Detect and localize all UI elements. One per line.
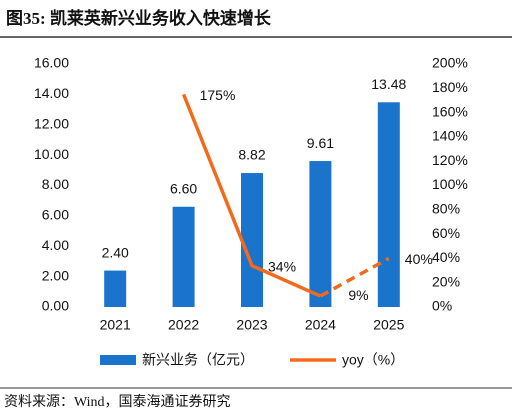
y2-tick-label: 20%	[432, 273, 460, 289]
y-tick-label: 8.00	[42, 176, 69, 192]
source: 资料来源：Wind，国泰海通证券研究	[4, 394, 231, 410]
data-label: 8.82	[238, 147, 265, 163]
data-label: 9%	[348, 287, 368, 303]
legend-label: 新兴业务（亿元）	[142, 352, 254, 368]
bar	[309, 161, 332, 307]
data-label: 34%	[268, 258, 296, 274]
line-dashed	[319, 256, 390, 298]
bar	[377, 102, 400, 308]
line	[181, 93, 322, 298]
chart-title: 图35: 凯莱英新兴业务收入快速增长	[6, 8, 272, 28]
x-tick-label: 2023	[236, 317, 267, 333]
y-tick-label: 14.00	[34, 85, 69, 101]
bar	[172, 206, 195, 307]
x-tick-label: 2025	[373, 317, 404, 333]
y2-tick-label: 80%	[432, 201, 460, 217]
bar	[104, 270, 127, 307]
y-tick-label: 16.00	[34, 55, 69, 71]
y-tick-label: 0.00	[42, 298, 69, 314]
y2-tick-label: 100%	[432, 176, 468, 192]
y-tick-label: 2.00	[42, 267, 69, 283]
x-tick-label: 2021	[100, 317, 131, 333]
y2-tick-label: 0%	[432, 298, 452, 314]
y2-tick-label: 60%	[432, 225, 460, 241]
data-label: 40%	[405, 251, 433, 267]
data-label: 2.40	[102, 244, 129, 260]
data-label: 6.60	[170, 180, 197, 196]
y2-tick-label: 160%	[432, 103, 468, 119]
data-label: 13.48	[371, 76, 406, 92]
data-label: 175%	[200, 87, 236, 103]
y-tick-label: 6.00	[42, 207, 69, 223]
x-tick-label: 2022	[168, 317, 199, 333]
y2-tick-label: 120%	[432, 152, 468, 168]
y-tick-label: 4.00	[42, 237, 69, 253]
legend-swatch	[100, 355, 136, 365]
y2-tick-label: 140%	[432, 128, 468, 144]
data-label: 9.61	[307, 135, 334, 151]
legend-label: yoy（%）	[342, 352, 404, 368]
y-tick-label: 12.00	[34, 115, 69, 131]
bar	[241, 173, 263, 307]
y-tick-label: 10.00	[34, 146, 69, 162]
y2-tick-label: 200%	[432, 55, 468, 71]
x-tick-label: 2024	[305, 317, 336, 333]
y2-tick-label: 180%	[432, 79, 468, 95]
y2-tick-label: 40%	[432, 249, 460, 265]
